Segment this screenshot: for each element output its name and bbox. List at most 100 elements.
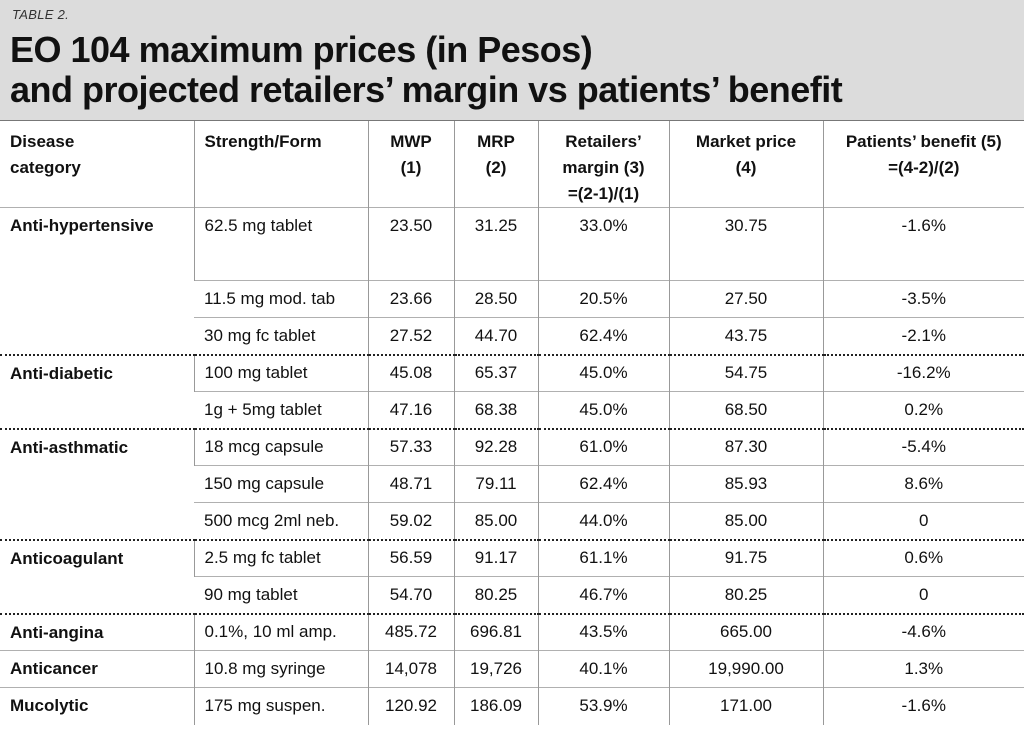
mrp-cell: 65.37 — [453, 353, 538, 392]
benefit-cell: -5.4% — [822, 427, 1024, 466]
table-row: 500 mcg 2ml neb. 59.02 85.00 44.0% 85.00… — [0, 502, 1024, 540]
table-row: Anti-asthmatic 18 mcg capsule 57.33 92.2… — [0, 427, 1024, 540]
title-line-1: EO 104 maximum prices (in Pesos) — [10, 29, 593, 70]
mrp-cell: 85.00 — [453, 502, 538, 540]
table-header-banner: TABLE 2. EO 104 maximum prices (in Pesos… — [0, 0, 1024, 121]
table-row: Mucolytic 175 mg suspen. 120.92 186.09 5… — [0, 687, 1024, 725]
strength-form-cell: 2.5 mg fc tablet — [193, 538, 368, 577]
market-price-cell: 91.75 — [668, 538, 823, 577]
col-header-disease-category: Disease category — [0, 121, 194, 208]
col-header-strength-form: Strength/Form — [193, 121, 368, 208]
mwp-cell: 27.52 — [367, 317, 454, 355]
mrp-cell: 80.25 — [453, 576, 538, 614]
strength-form-cell: 150 mg capsule — [194, 465, 368, 503]
benefit-cell: 8.6% — [822, 465, 1024, 503]
margin-cell: 45.0% — [537, 353, 669, 392]
table-row: 90 mg tablet 54.70 80.25 46.7% 80.25 0 — [0, 576, 1024, 614]
margin-cell: 62.4% — [537, 317, 669, 355]
category-cell: Mucolytic — [0, 687, 194, 725]
market-price-cell: 27.50 — [668, 280, 823, 318]
market-price-cell: 30.75 — [668, 207, 823, 281]
category-cell: Anti-diabetic — [0, 353, 194, 429]
market-price-cell: 19,990.00 — [668, 650, 823, 688]
mwp-cell: 120.92 — [367, 687, 454, 725]
margin-cell: 40.1% — [537, 650, 669, 688]
mwp-cell: 57.33 — [367, 427, 454, 466]
mwp-cell: 59.02 — [367, 502, 454, 540]
col-header-market-price: Market price (4) — [668, 121, 823, 208]
header-row: Disease category Strength/Form MWP (1) M… — [0, 121, 1024, 208]
margin-cell: 44.0% — [537, 502, 669, 540]
mwp-cell: 47.16 — [367, 391, 454, 429]
strength-form-cell: 90 mg tablet — [194, 576, 368, 614]
mrp-cell: 186.09 — [453, 687, 538, 725]
strength-form-cell: 30 mg fc tablet — [194, 317, 368, 355]
mrp-cell: 31.25 — [453, 207, 538, 281]
mwp-cell: 485.72 — [367, 612, 454, 651]
market-price-cell: 665.00 — [668, 612, 823, 651]
market-price-cell: 68.50 — [668, 391, 823, 429]
market-price-cell: 80.25 — [668, 576, 823, 614]
mrp-cell: 28.50 — [453, 280, 538, 318]
benefit-cell: -3.5% — [822, 280, 1024, 318]
col-header-retailers-margin: Retailers’ margin (3) =(2-1)/(1) — [537, 121, 669, 208]
strength-form-cell: 100 mg tablet — [193, 353, 368, 392]
category-cell: Anticancer — [0, 650, 194, 688]
margin-cell: 33.0% — [537, 207, 669, 281]
mwp-cell: 14,078 — [367, 650, 454, 688]
category-cell: Anticoagulant — [0, 538, 194, 614]
benefit-cell: 0 — [822, 576, 1024, 614]
margin-cell: 61.1% — [537, 538, 669, 577]
table-row: Anti-angina 0.1%, 10 ml amp. 485.72 696.… — [0, 612, 1024, 651]
mwp-cell: 54.70 — [367, 576, 454, 614]
mwp-cell: 23.50 — [367, 207, 454, 281]
table-row: Anti-diabetic 100 mg tablet 45.08 65.37 … — [0, 353, 1024, 429]
benefit-cell: 0 — [822, 502, 1024, 540]
table-row: Anticancer 10.8 mg syringe 14,078 19,726… — [0, 650, 1024, 688]
market-price-cell: 54.75 — [668, 353, 823, 392]
strength-form-cell: 1g + 5mg tablet — [194, 391, 368, 429]
mwp-cell: 48.71 — [367, 465, 454, 503]
mrp-cell: 19,726 — [453, 650, 538, 688]
table-row: 1g + 5mg tablet 47.16 68.38 45.0% 68.50 … — [0, 391, 1024, 429]
strength-form-cell: 18 mcg capsule — [193, 427, 368, 466]
benefit-cell: 1.3% — [822, 650, 1024, 688]
strength-form-cell: 175 mg suspen. — [193, 687, 368, 725]
table-row: 150 mg capsule 48.71 79.11 62.4% 85.93 8… — [0, 465, 1024, 503]
margin-cell: 46.7% — [537, 576, 669, 614]
mwp-cell: 23.66 — [367, 280, 454, 318]
table-row: 11.5 mg mod. tab 23.66 28.50 20.5% 27.50… — [0, 280, 1024, 318]
title-line-2: and projected retailers’ margin vs patie… — [10, 69, 843, 110]
page-title: EO 104 maximum prices (in Pesos) and pro… — [10, 29, 843, 110]
strength-form-cell: 0.1%, 10 ml amp. — [193, 612, 368, 651]
category-cell: Anti-angina — [0, 612, 194, 651]
category-cell: Anti-asthmatic — [0, 427, 194, 540]
price-table: Disease category Strength/Form MWP (1) M… — [0, 121, 1024, 725]
table-row: 30 mg fc tablet 27.52 44.70 62.4% 43.75 … — [0, 317, 1024, 355]
benefit-cell: 0.2% — [822, 391, 1024, 429]
margin-cell: 53.9% — [537, 687, 669, 725]
margin-cell: 20.5% — [537, 280, 669, 318]
strength-form-cell: 11.5 mg mod. tab — [194, 280, 368, 318]
strength-form-cell: 500 mcg 2ml neb. — [194, 502, 368, 540]
margin-cell: 61.0% — [537, 427, 669, 466]
table-row: Anti-hypertensive 62.5 mg tablet 23.50 3… — [0, 207, 1024, 355]
margin-cell: 45.0% — [537, 391, 669, 429]
market-price-cell: 43.75 — [668, 317, 823, 355]
mrp-cell: 68.38 — [453, 391, 538, 429]
benefit-cell: -2.1% — [822, 317, 1024, 355]
margin-cell: 62.4% — [537, 465, 669, 503]
benefit-cell: -4.6% — [822, 612, 1024, 651]
col-header-patients-benefit: Patients’ benefit (5) =(4-2)/(2) — [822, 121, 1024, 208]
mrp-cell: 44.70 — [453, 317, 538, 355]
market-price-cell: 85.00 — [668, 502, 823, 540]
benefit-cell: 0.6% — [822, 538, 1024, 577]
market-price-cell: 87.30 — [668, 427, 823, 466]
category-cell: Anti-hypertensive — [0, 207, 194, 355]
table-label: TABLE 2. — [12, 7, 70, 22]
mrp-cell: 696.81 — [453, 612, 538, 651]
col-header-mrp: MRP (2) — [453, 121, 538, 208]
benefit-cell: -16.2% — [822, 353, 1024, 392]
market-price-cell: 171.00 — [668, 687, 823, 725]
mrp-cell: 91.17 — [453, 538, 538, 577]
